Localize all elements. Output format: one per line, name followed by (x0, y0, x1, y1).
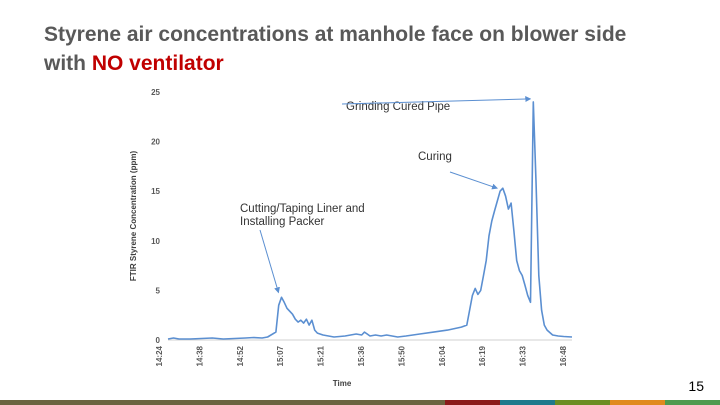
y-tick-label: 10 (151, 237, 160, 246)
annotation-label: Installing Packer (240, 216, 325, 228)
y-tick-label: 5 (156, 286, 161, 295)
x-tick-label: 16:19 (478, 345, 487, 366)
y-tick-label: 25 (151, 88, 160, 97)
footer-color-segment (610, 400, 665, 405)
x-tick-label: 15:36 (357, 345, 366, 366)
annotation-label: Grinding Cured Pipe (346, 101, 450, 113)
x-tick-label: 15:21 (317, 345, 326, 366)
x-tick-label: 14:38 (195, 345, 204, 366)
slide-title-accent: NO ventilator (91, 52, 224, 75)
annotation-arrow (449, 171, 499, 190)
x-tick-label: 15:07 (276, 345, 285, 366)
y-tick-label: 20 (151, 138, 160, 147)
annotation-label: Curing (418, 151, 452, 163)
footer-color-segment (500, 400, 555, 405)
x-tick-label: 16:48 (559, 345, 568, 366)
footer-color-segment (0, 400, 445, 405)
plot-area: 0 5 10 15 20 25 14:24 14:38 14:52 15:07 15:21 15:36… (129, 88, 573, 388)
y-tick-label: 0 (156, 336, 161, 345)
x-tick-label: 14:52 (236, 345, 245, 366)
y-axis-title: FTIR Styrene Concentration (ppm) (129, 151, 138, 282)
footer-color-segment (665, 400, 720, 405)
page-number: 15 (688, 378, 704, 394)
x-tick-label: 15:50 (397, 345, 406, 366)
y-tick-label: 15 (151, 187, 160, 196)
styrene-line-chart: 0 5 10 15 20 25 14:24 14:38 14:52 15:07 15:21 15:36… (129, 88, 573, 388)
x-tick-label: 16:04 (438, 345, 447, 366)
annotation-label: Cutting/Taping Liner and (240, 203, 365, 215)
slide-title-text: Styrene air concentrations at manhole fa… (44, 23, 627, 75)
annotation-arrow (259, 229, 280, 294)
slide-title: Styrene air concentrations at manhole fa… (44, 20, 664, 78)
x-tick-label: 14:24 (155, 345, 164, 366)
footer-color-segment (555, 400, 610, 405)
annotation-arrow (341, 96, 532, 105)
x-axis-title: Time (333, 379, 352, 388)
x-tick-label: 16:33 (519, 345, 528, 366)
styrene-series-line (167, 101, 573, 340)
footer-color-bar (0, 400, 720, 405)
footer-color-segment (445, 400, 500, 405)
